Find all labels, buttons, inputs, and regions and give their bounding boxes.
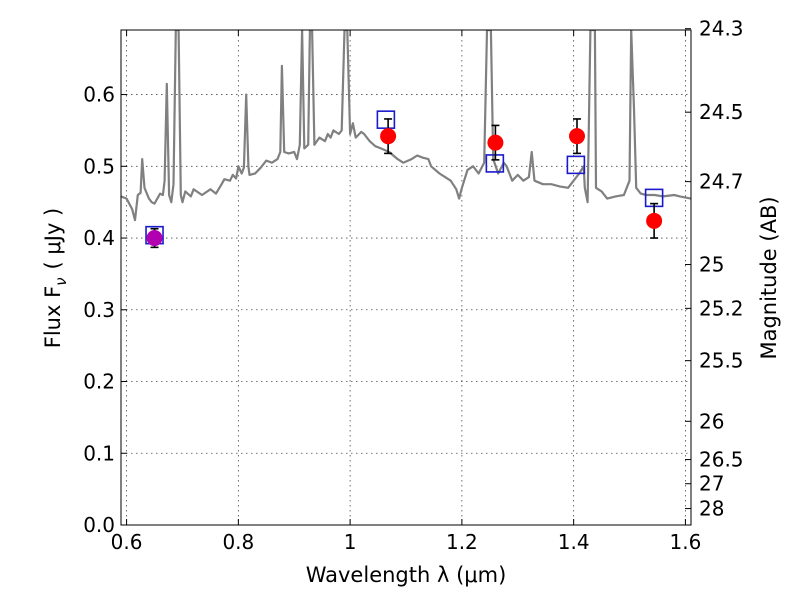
y-axis: 0.0 0.1 0.2 0.3 0.4 0.5 0.6 — [83, 83, 127, 537]
y-tick-label: 0.0 — [83, 513, 115, 537]
y2-tick-label: 24.3 — [699, 17, 744, 41]
observed-point-marker — [146, 230, 163, 247]
spectrum-line — [121, 30, 691, 222]
x-tick-label: 1.2 — [446, 530, 478, 554]
x-tick-label: 0.6 — [111, 530, 143, 554]
y-axis-label-main: Flux F — [41, 286, 65, 348]
x-axis: 0.6 0.8 1 1.2 1.4 1.6 — [111, 30, 702, 554]
observed-point-marker — [646, 212, 663, 229]
marker-layer — [145, 110, 664, 249]
y-axis-label: Flux Fν ( μJy ) — [41, 208, 70, 349]
y2-tick-label: 26 — [699, 409, 724, 433]
model-square-marker — [566, 155, 586, 175]
y-tick-label: 0.2 — [83, 370, 115, 394]
model-square-marker — [376, 110, 396, 129]
x-tick-label: 1.4 — [558, 530, 590, 554]
y-tick-label: 0.3 — [83, 298, 115, 322]
x-axis-label: Wavelength λ (μm) — [306, 563, 507, 587]
y2-tick-label: 24.7 — [699, 170, 744, 194]
y2-tick-label: 24.5 — [699, 100, 744, 124]
y-axis-label-units: ( μJy ) — [41, 208, 65, 270]
y2-tick-label: 27 — [699, 472, 724, 496]
y-tick-label: 0.5 — [83, 154, 115, 178]
y-tick-label: 0.4 — [83, 226, 115, 250]
svg-text:Magnitude (AB): Magnitude (AB) — [757, 196, 781, 359]
observed-point-marker — [569, 128, 585, 145]
y-tick-label: 0.1 — [83, 441, 115, 465]
grid — [121, 30, 691, 526]
y2-tick-label: 28 — [699, 497, 724, 521]
x-tick-label: 1.6 — [670, 530, 702, 554]
y2-tick-label: 25.5 — [699, 349, 744, 373]
y-tick-label: 0.6 — [83, 83, 115, 107]
plot-area — [121, 30, 691, 222]
series-layer — [121, 30, 691, 222]
y2-axis-label: Magnitude (AB) — [757, 196, 781, 359]
x-tick-label: 0.8 — [222, 530, 254, 554]
y2-tick-label: 25 — [699, 253, 724, 277]
svg-text:Flux Fν( μJy ): Flux Fν ( μJy ) — [41, 208, 70, 349]
y-axis-label-subscript: ν — [52, 277, 70, 285]
x-tick-label: 1 — [344, 530, 357, 554]
y2-tick-label: 25.2 — [699, 296, 744, 320]
y2-tick-label: 26.5 — [699, 448, 744, 472]
plot-frame — [120, 29, 692, 526]
observed-point-marker — [487, 134, 504, 151]
observed-point-marker — [380, 128, 397, 145]
